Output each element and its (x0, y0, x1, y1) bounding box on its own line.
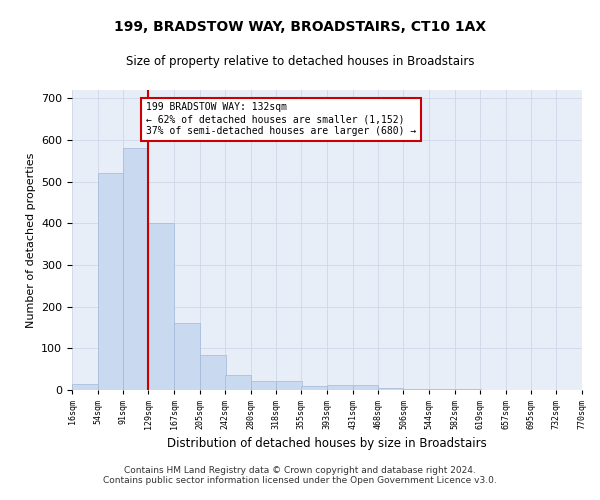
Bar (98, 174, 124, 390)
Bar (301, 386, 327, 390)
Bar (353, 385, 379, 390)
Bar (455, 389, 481, 390)
Bar (251, 381, 276, 390)
Bar (174, 324, 200, 390)
Bar (225, 376, 251, 390)
Bar (123, 148, 148, 390)
Bar (72, 384, 98, 390)
Bar (327, 385, 353, 390)
Text: 199, BRADSTOW WAY, BROADSTAIRS, CT10 1AX: 199, BRADSTOW WAY, BROADSTAIRS, CT10 1AX (114, 20, 486, 34)
Bar (148, 224, 174, 390)
Text: 199 BRADSTOW WAY: 132sqm
← 62% of detached houses are smaller (1,152)
37% of sem: 199 BRADSTOW WAY: 132sqm ← 62% of detach… (146, 102, 416, 136)
Text: Contains HM Land Registry data © Crown copyright and database right 2024.
Contai: Contains HM Land Registry data © Crown c… (103, 466, 497, 485)
Bar (276, 381, 302, 390)
Bar (200, 354, 226, 390)
Bar (429, 389, 455, 390)
Text: Size of property relative to detached houses in Broadstairs: Size of property relative to detached ho… (126, 55, 474, 68)
Bar (403, 389, 429, 390)
Bar (378, 388, 403, 390)
X-axis label: Distribution of detached houses by size in Broadstairs: Distribution of detached houses by size … (167, 438, 487, 450)
Y-axis label: Number of detached properties: Number of detached properties (26, 152, 35, 328)
